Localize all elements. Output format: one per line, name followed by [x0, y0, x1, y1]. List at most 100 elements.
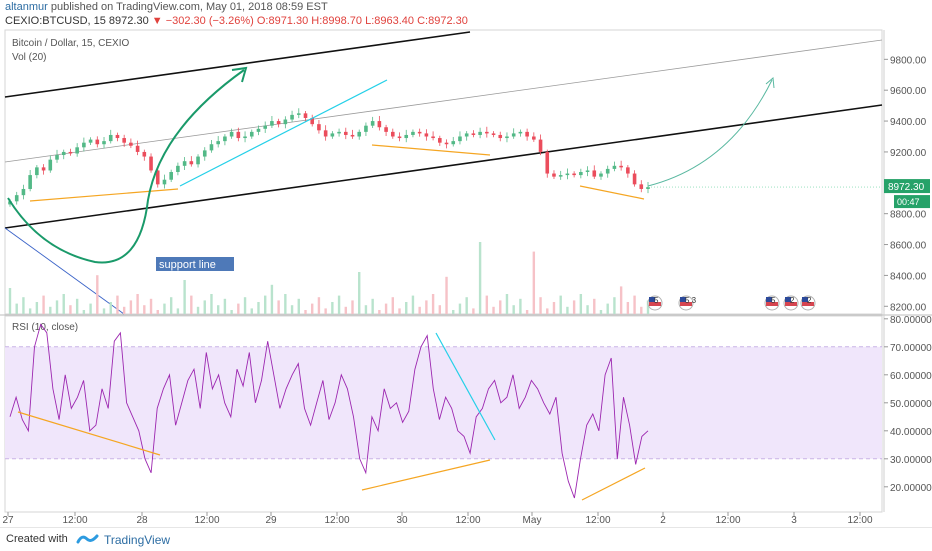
candle-body [75, 147, 79, 154]
candle-body [102, 141, 106, 145]
volume-bar [169, 297, 173, 314]
orange-trend-line [371, 144, 491, 156]
candle-body [451, 141, 456, 145]
candle-body [142, 151, 147, 157]
candle-body [249, 131, 254, 137]
volume-bar [633, 295, 636, 314]
candle-body [182, 161, 187, 166]
volume-bar [277, 300, 280, 314]
volume-bar [69, 305, 72, 314]
volume-bar [431, 294, 435, 314]
time-tick-label: 12:00 [715, 515, 740, 526]
time-tick-label: 12:00 [194, 515, 219, 526]
volume-bar [304, 310, 307, 314]
candle-body [337, 131, 341, 134]
candle-body [599, 173, 603, 177]
rsi-cyan-trend-line [435, 332, 496, 441]
rsi-title: RSI (10, close) [12, 322, 78, 333]
green-arrow-head [231, 66, 248, 83]
projection-arrow-head [765, 76, 775, 89]
candle-body [397, 136, 402, 139]
candle-body [411, 131, 415, 135]
candle-body [169, 172, 173, 180]
volume-bar [512, 305, 515, 314]
channel-lower-line [4, 104, 883, 229]
time-tick-label: 12:00 [455, 515, 480, 526]
volume-bar [190, 295, 193, 314]
time-tick-label: 12:00 [585, 515, 610, 526]
created-with-label: Created with [6, 533, 68, 545]
orange-trend-line [29, 188, 179, 202]
event-badge-count: 5 [654, 296, 659, 305]
candle-body [283, 119, 288, 125]
event-badge-count: 5 3 [685, 296, 697, 305]
volume-bar [646, 300, 650, 314]
volume-bar [243, 297, 247, 314]
rsi-tick-label: 20.00000 [890, 483, 932, 494]
volume-bar [311, 303, 314, 314]
author-link[interactable]: altanmur [5, 1, 48, 13]
volume-bar [525, 310, 529, 314]
rsi-tick-label: 80.00000 [890, 315, 932, 326]
countdown-value: 00:47 [897, 197, 920, 207]
volume-bar [552, 302, 556, 314]
candle-body [189, 161, 194, 165]
support-line-label: support line [159, 259, 216, 271]
candle-body [243, 136, 247, 139]
volume-bar [566, 306, 569, 314]
candle-body [276, 121, 281, 125]
candle-body [323, 130, 328, 137]
green-arrow-path [7, 69, 245, 264]
price-pane-frame [4, 29, 883, 315]
volume-bar [22, 297, 25, 314]
candle-body [632, 173, 637, 185]
price-tick-label: 9800.00 [890, 55, 927, 66]
down-triangle-icon: ▼ [151, 15, 163, 27]
volume-bar [640, 306, 643, 314]
volume-bar [418, 306, 421, 314]
candle-body [485, 131, 489, 134]
price-chart[interactable]: 9800.009600.009400.009200.009000.008800.… [0, 0, 932, 528]
candle-body [619, 165, 623, 168]
volume-bar [75, 298, 79, 314]
candle-body [162, 179, 167, 185]
candle-body [579, 172, 583, 176]
volume-bar [149, 298, 153, 314]
candle-body [317, 124, 321, 131]
candle-body [290, 114, 294, 120]
volume-bar [445, 276, 448, 314]
candle-body [202, 150, 207, 157]
volume-bar [237, 303, 240, 314]
candle-body [565, 173, 570, 176]
candle-body [155, 170, 160, 185]
candle-body [357, 131, 362, 137]
projection-curve [647, 79, 773, 187]
candle-body [646, 187, 650, 189]
symbol-label: CEXIO:BTCUSD, 15 [5, 15, 106, 27]
volume-bar [230, 310, 233, 314]
candle-body [216, 141, 220, 145]
volume-bar [28, 308, 32, 314]
volume-bar [532, 251, 536, 314]
volume-bar [579, 294, 583, 314]
candle-body [592, 170, 597, 177]
tradingview-brand[interactable]: TradingView [104, 533, 171, 547]
tradingview-logo-icon [76, 534, 99, 544]
last-price-value: 8972.30 [888, 182, 925, 193]
channel-mid-line [4, 39, 883, 163]
volume-bar [196, 306, 200, 314]
symbol-line: CEXIO:BTCUSD, 15 8972.30 ▼ −302.30 (−3.2… [5, 15, 468, 27]
candle-body [518, 131, 523, 134]
volume-bar [210, 294, 213, 314]
candle-body [223, 136, 227, 142]
volume-bar [122, 306, 126, 314]
volume-bar [458, 303, 462, 314]
candle-body [424, 133, 429, 137]
volume-bar [371, 298, 374, 314]
volume-bar [270, 284, 274, 314]
volume-bar [559, 295, 562, 314]
candle-body [135, 145, 140, 152]
candle-body [310, 117, 315, 125]
volume-bar [102, 308, 106, 314]
volume-bar [452, 310, 455, 314]
